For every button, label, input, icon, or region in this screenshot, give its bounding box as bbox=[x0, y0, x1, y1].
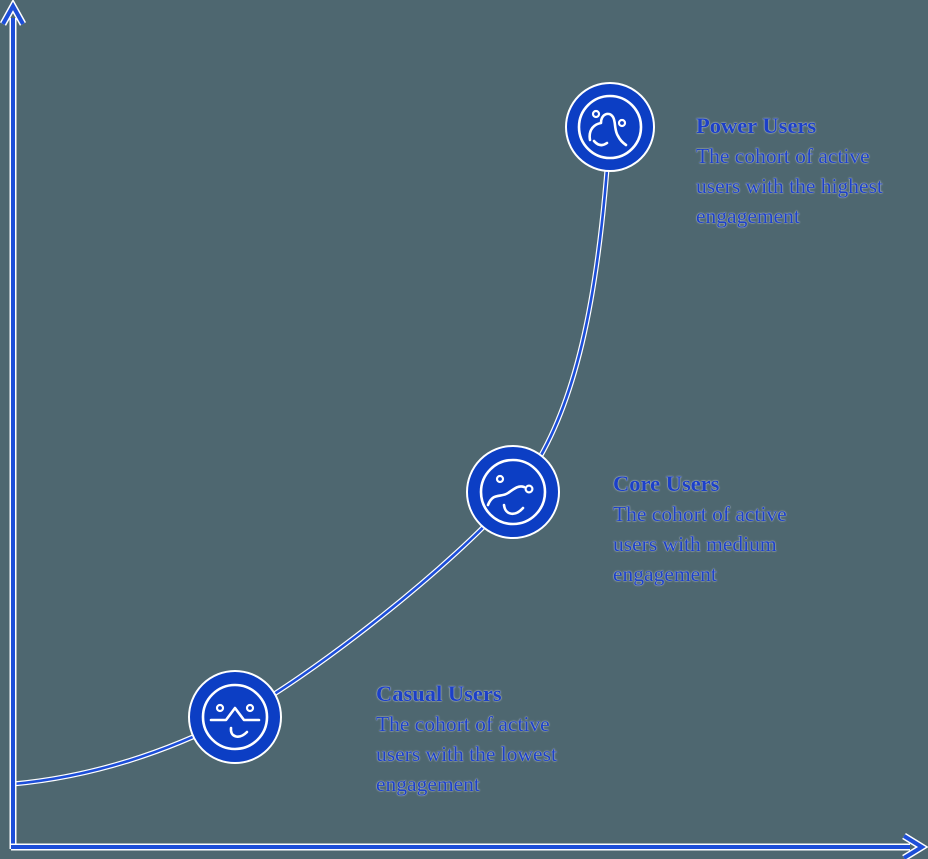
smiley-face-core-icon bbox=[466, 445, 560, 539]
cohort-description-line: The cohort of active bbox=[376, 712, 550, 736]
x-axis bbox=[11, 836, 922, 859]
cohort-description-line: users with the lowest bbox=[376, 742, 557, 766]
y-axis bbox=[3, 6, 23, 849]
cohort-description-line: users with the highest bbox=[696, 174, 883, 198]
cohort-title: Core Users bbox=[613, 471, 720, 496]
smiley-face-power-icon bbox=[565, 82, 655, 172]
cohort-description-line: The cohort of active bbox=[696, 144, 870, 168]
cohort-description-line: engagement bbox=[613, 562, 717, 586]
cohort-label-casual: Casual Users The cohort of active users … bbox=[376, 679, 557, 799]
cohort-title: Casual Users bbox=[376, 681, 502, 706]
cohort-label-core: Core Users The cohort of active users wi… bbox=[613, 469, 787, 589]
cohort-title: Power Users bbox=[696, 113, 817, 138]
cohort-description-line: The cohort of active bbox=[613, 502, 787, 526]
cohort-label-power: Power Users The cohort of active users w… bbox=[696, 111, 883, 231]
cohort-description-line: engagement bbox=[376, 772, 480, 796]
cohort-description-line: users with medium bbox=[613, 532, 777, 556]
smiley-face-casual-icon bbox=[188, 670, 282, 764]
cohort-description-line: engagement bbox=[696, 204, 800, 228]
